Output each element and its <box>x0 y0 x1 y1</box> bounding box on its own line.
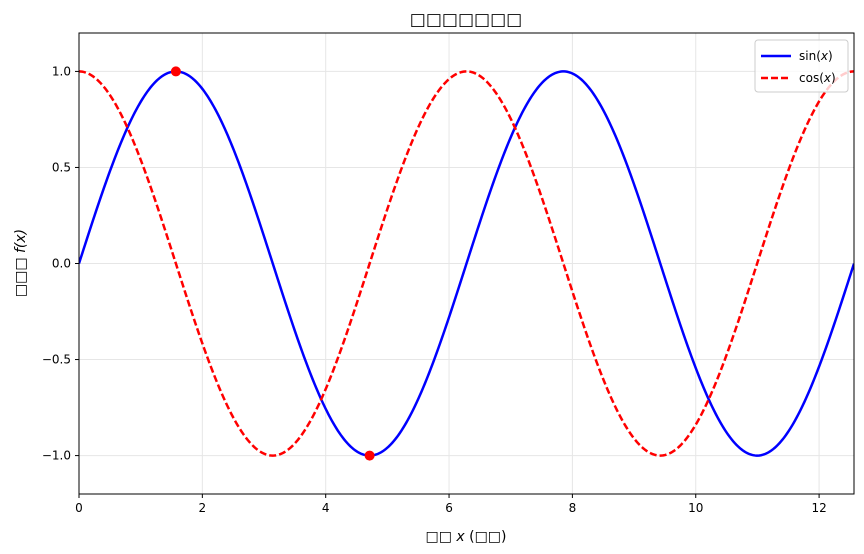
x-tick-label: 0 <box>75 501 83 515</box>
x-tick-label: 4 <box>322 501 330 515</box>
points-layer <box>170 66 375 461</box>
x-tick-label: 6 <box>445 501 453 515</box>
series-layer <box>79 70 854 457</box>
legend-label-cos-prefix: cos( <box>799 71 824 85</box>
x-tick-label: 10 <box>688 501 703 515</box>
legend-entry-cos: cos(x) <box>761 71 836 85</box>
y-tick-label: −1.0 <box>42 449 71 463</box>
highlight-point <box>364 450 375 461</box>
y-axis-label: □□□ f(x) <box>13 229 29 297</box>
y-tick-label: 0.0 <box>52 257 71 271</box>
series-line-cos <box>79 70 854 457</box>
y-axis-label-prefix: □□□ <box>13 253 29 297</box>
x-tick-label: 2 <box>199 501 207 515</box>
x-axis-label-var: x <box>455 529 465 545</box>
legend-label-cos-suffix: ) <box>831 71 836 85</box>
y-axis-label-var: f(x) <box>13 229 29 253</box>
y-ticks: −1.0 −0.5 0.0 0.5 1.0 <box>42 64 79 463</box>
legend-label-sin: sin(x) <box>799 49 833 63</box>
legend-entry-sin: sin(x) <box>761 49 833 63</box>
legend-label-sin-suffix: ) <box>828 49 833 63</box>
x-tick-label: 8 <box>569 501 577 515</box>
x-axis-label: □□ x (□□) <box>425 529 506 545</box>
chart-title: □□□□□□□ <box>410 10 522 30</box>
x-ticks: 0 2 4 6 8 10 12 <box>75 494 827 515</box>
legend: sin(x) cos(x) <box>754 39 849 93</box>
series-line-sin <box>79 70 854 457</box>
legend-label-cos-var: x <box>823 71 832 85</box>
legend-label-cos: cos(x) <box>799 71 836 85</box>
legend-label-sin-prefix: sin( <box>799 49 821 63</box>
highlight-point <box>170 66 181 77</box>
x-tick-label: 12 <box>811 501 826 515</box>
x-axis-label-prefix: □□ <box>425 529 456 545</box>
legend-label-sin-var: x <box>820 49 829 63</box>
y-tick-label: 1.0 <box>52 64 71 78</box>
y-tick-label: −0.5 <box>42 353 71 367</box>
y-tick-label: 0.5 <box>52 160 71 174</box>
x-axis-label-suffix: (□□) <box>465 529 507 545</box>
legend-box <box>754 39 849 93</box>
